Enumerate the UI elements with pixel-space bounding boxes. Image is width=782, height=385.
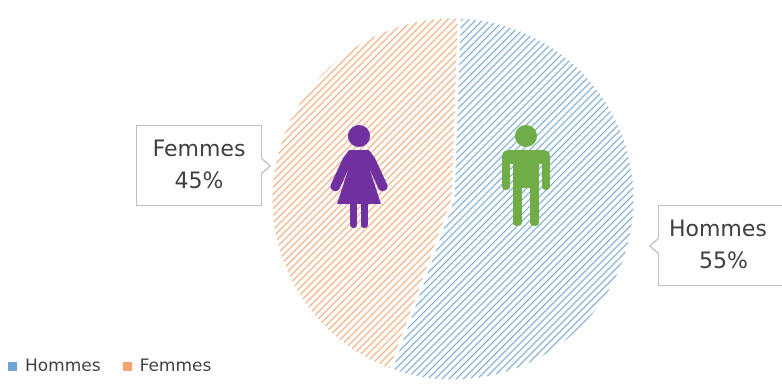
legend-label-femmes: Femmes [139, 356, 212, 376]
data-label-femmes-value: 45% [174, 169, 224, 194]
legend-label-hommes: Hommes [25, 356, 101, 376]
data-label-hommes-name: Hommes [669, 217, 767, 242]
legend-item-hommes[interactable]: Hommes [8, 356, 101, 376]
legend-item-femmes[interactable]: Femmes [122, 356, 212, 376]
data-label-femmes-name: Femmes [152, 137, 246, 162]
data-label-hommes-value: 55% [699, 249, 748, 274]
legend-swatch-hommes [8, 361, 17, 371]
pie-slice-hommes [388, 15, 637, 383]
data-label-hommes: Hommes 55% [649, 205, 782, 286]
legend-swatch-femmes [122, 361, 132, 371]
legend: Hommes Femmes [8, 356, 211, 376]
male-person-icon [502, 125, 550, 226]
female-person-icon [330, 125, 388, 228]
data-label-femmes: Femmes 45% [136, 125, 271, 206]
